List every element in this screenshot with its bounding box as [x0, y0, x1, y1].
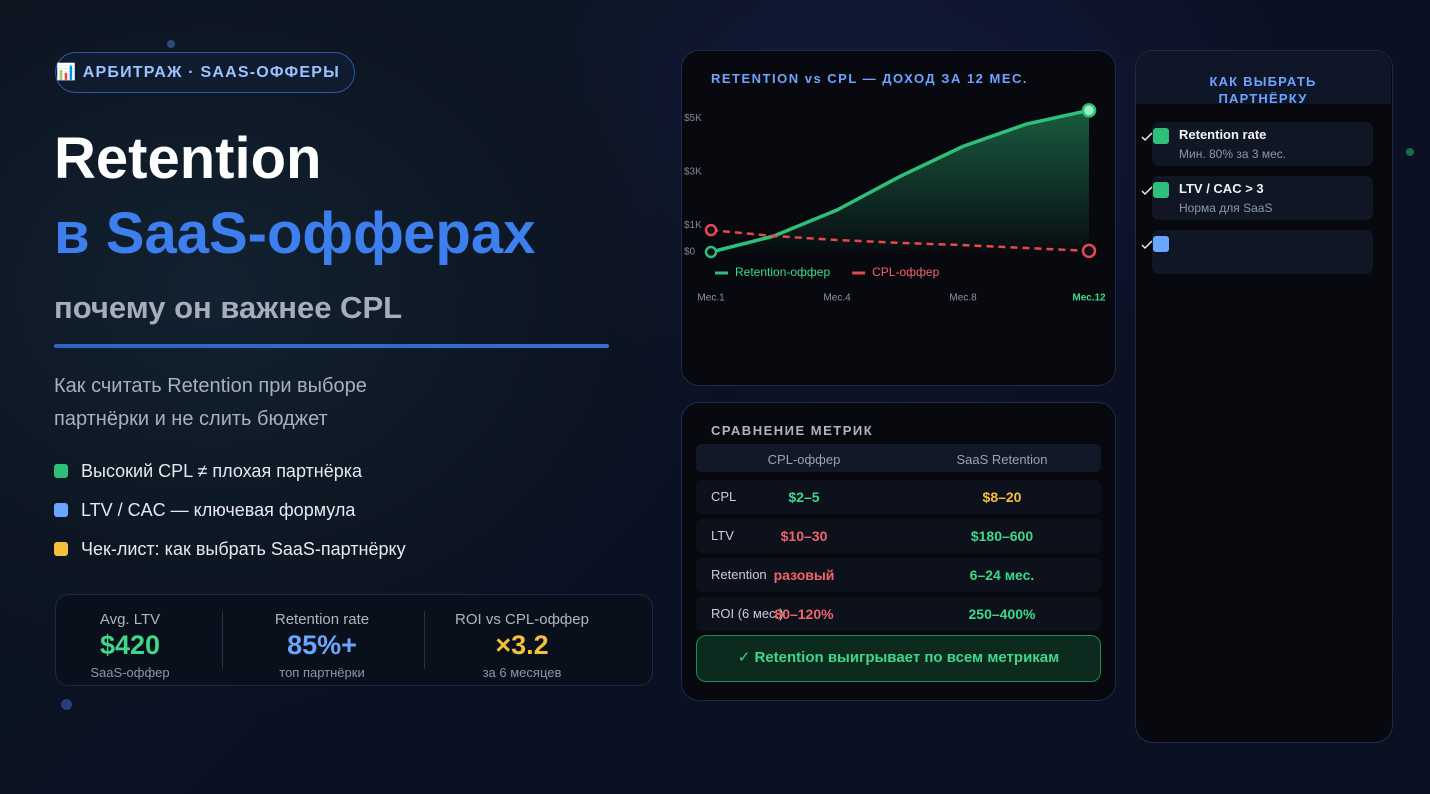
- checklist-header: [1136, 51, 1391, 104]
- stat-note: за 6 месяцев: [482, 665, 562, 680]
- cell: $8–20: [982, 489, 1022, 505]
- x-tick-label: Мес.4: [823, 293, 851, 304]
- checklist-item: [1152, 176, 1373, 220]
- checklist-item: [1152, 230, 1373, 274]
- item-icon: [1153, 236, 1169, 252]
- y-tick-label: $5K: [684, 113, 702, 124]
- stat-label: Avg. LTV: [99, 611, 161, 628]
- bullet: Чек-лист: как выбрать SaaS-партнёрку: [54, 539, 406, 560]
- column-header: CPL-оффер: [767, 452, 841, 467]
- column-header: SaaS Retention: [956, 452, 1048, 467]
- checklist-title: КАК ВЫБРАТЬ ПАРТНЁРКУ: [1209, 74, 1317, 106]
- bullet-icon: [54, 503, 68, 517]
- check-icon: [1141, 240, 1153, 250]
- item-note: Норма для SaaS: [1179, 201, 1273, 215]
- divider: [54, 344, 609, 348]
- title: Retention: [54, 126, 322, 191]
- x-tick-label: Мес.1: [697, 293, 725, 304]
- item-icon: [1153, 128, 1169, 144]
- cell: 80–120%: [774, 606, 834, 622]
- item-title: Retention rate: [1179, 127, 1267, 142]
- stat-value: 85%+: [287, 630, 357, 660]
- bullet-icon: [54, 464, 68, 478]
- bullet-icon: [54, 542, 68, 556]
- stat-divider: [424, 611, 425, 669]
- cell: $10–30: [780, 528, 828, 544]
- chart-title: RETENTION vs CPL — ДОХОД ЗА 12 МЕС.: [711, 71, 1029, 86]
- decor-dot: [1406, 148, 1414, 156]
- check-icon: [1141, 186, 1153, 196]
- cell: разовый: [773, 567, 835, 583]
- y-tick-label: $3K: [684, 166, 702, 177]
- item-title: LTV / CAC > 3: [1179, 181, 1264, 196]
- item-note: Мин. 80% за 3 мес.: [1179, 147, 1287, 161]
- description: Как считать Retention при выборе партнёр…: [54, 375, 367, 430]
- subtitle: почему он важнее CPL: [54, 290, 403, 325]
- cell: 6–24 мес.: [969, 567, 1035, 583]
- stat: ROI vs CPL-оффер ×3.2 за 6 месяцев: [427, 611, 617, 680]
- row-label: Retention: [711, 567, 767, 582]
- stat-divider: [222, 611, 223, 669]
- cell: $2–5: [788, 489, 820, 505]
- stat-value: $420: [99, 630, 161, 660]
- area: [711, 110, 1089, 252]
- table-row: [696, 558, 1101, 592]
- point: [1081, 103, 1097, 118]
- x-tick-label: Мес.12: [1072, 293, 1106, 304]
- row-label: LTV: [711, 528, 734, 543]
- cell: 250–400%: [968, 606, 1036, 622]
- legend-label: CPL-оффер: [872, 265, 939, 279]
- bullet: Высокий CPL ≠ плохая партнёрка: [54, 461, 362, 482]
- checklist-item: [1152, 122, 1373, 166]
- x-tick-label: Мес.8: [949, 293, 977, 304]
- table-row: [696, 597, 1101, 631]
- y-tick-label: $0: [684, 247, 696, 258]
- line: [710, 228, 1090, 253]
- point: [1081, 243, 1097, 259]
- stat-note: топ партнёрки: [279, 665, 365, 680]
- badge: 📊 АРБИТРАЖ · SAAS-ОФФЕРЫ: [55, 52, 355, 93]
- point: [704, 245, 718, 259]
- decor-dot: [167, 40, 175, 48]
- item-icon: [1153, 182, 1169, 198]
- check-icon: [1141, 132, 1153, 142]
- bullet-text: LTV / CAC — ключевая формула: [81, 500, 356, 520]
- stat: Avg. LTV $420 SaaS-оффер: [35, 611, 225, 680]
- table-row: [696, 480, 1101, 514]
- title: в SaaS-офферах: [54, 201, 536, 266]
- decor-dot: [61, 699, 72, 710]
- point: [704, 223, 718, 237]
- table-header: [696, 444, 1101, 472]
- row-label: CPL: [711, 489, 737, 504]
- bullet: LTV / CAC — ключевая формула: [54, 500, 355, 521]
- stat-label: ROI vs CPL-оффер: [455, 611, 589, 628]
- stat-value: ×3.2: [495, 630, 549, 660]
- legend-label: Retention-оффер: [735, 265, 830, 279]
- cell: $180–600: [970, 528, 1034, 544]
- bullet-text: Чек-лист: как выбрать SaaS-партнёрку: [81, 539, 406, 559]
- stat: Retention rate 85%+ топ партнёрки: [227, 611, 417, 680]
- y-tick-label: $1K: [684, 220, 702, 231]
- row-label: ROI (6 мес.): [711, 606, 784, 621]
- comparison-title: СРАВНЕНИЕ МЕТРИК: [711, 423, 874, 438]
- table-row: [696, 519, 1101, 553]
- stat-label: Retention rate: [274, 611, 370, 628]
- bullet-text: Высокий CPL ≠ плохая партнёрка: [81, 461, 363, 481]
- verdict: ✓ Retention выигрывает по всем метрикам: [696, 635, 1101, 682]
- stat-note: SaaS-оффер: [90, 665, 170, 680]
- stats-panel: Avg. LTV $420 SaaS-оффер Retention rate …: [55, 594, 653, 686]
